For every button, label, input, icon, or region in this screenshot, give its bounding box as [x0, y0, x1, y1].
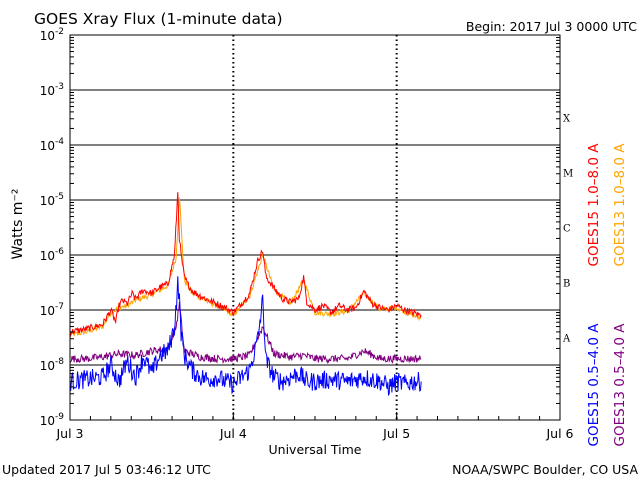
series-line [69, 276, 422, 397]
axis-ticks: 10-9 10-8 10-7 10-6 10-5 10-4 10-3 10-2 Jul 3 Jul… [40, 27, 574, 441]
updated-timestamp: Updated 2017 Jul 5 03:46:12 UTC [2, 462, 211, 477]
x-axis-label: Universal Time [269, 442, 362, 457]
begin-date: Begin: 2017 Jul 3 0000 UTC [466, 19, 637, 34]
y-tick-label: 10-3 [40, 82, 64, 98]
x-tick-label: Jul 3 [55, 426, 83, 441]
y-tick-label: 10-7 [40, 302, 64, 318]
y-tick-label: 10-6 [40, 247, 65, 263]
legend: GOES15 1.0–8.0 A GOES13 1.0–8.0 A GOES15 0… [586, 143, 628, 447]
y-tick-label: 10-4 [40, 137, 65, 153]
legend-item: GOES13 0.5–4.0 A [612, 323, 628, 447]
legend-item: GOES15 1.0–8.0 A [586, 143, 602, 267]
x-tick-label: Jul 6 [545, 426, 573, 441]
y-tick-label: 10-9 [40, 412, 65, 428]
flare-class-label: C [563, 224, 571, 235]
flare-class-label: X [563, 114, 571, 125]
flare-class-label: A [562, 334, 571, 345]
x-tick-label: Jul 5 [382, 426, 410, 441]
plot-grid [70, 35, 560, 420]
y-tick-label: 10-5 [40, 192, 64, 208]
credit: NOAA/SWPC Boulder, CO USA [452, 462, 638, 477]
flare-class-label: B [563, 279, 570, 290]
flare-class-label: M [563, 169, 573, 180]
y-axis-label: Watts m⁻² [10, 189, 26, 260]
series-line [69, 192, 422, 337]
legend-item: GOES13 1.0–8.0 A [612, 143, 628, 267]
series-line [69, 301, 422, 365]
series-layer [69, 192, 422, 397]
y-tick-label: 10-2 [40, 27, 64, 43]
legend-item: GOES15 0.5–4.0 A [586, 323, 602, 447]
plot-frame [69, 34, 561, 421]
chart-title: GOES Xray Flux (1-minute data) [34, 10, 283, 28]
x-tick-label: Jul 4 [219, 426, 247, 441]
series-line [69, 197, 422, 338]
y-tick-label: 10-8 [40, 357, 65, 373]
